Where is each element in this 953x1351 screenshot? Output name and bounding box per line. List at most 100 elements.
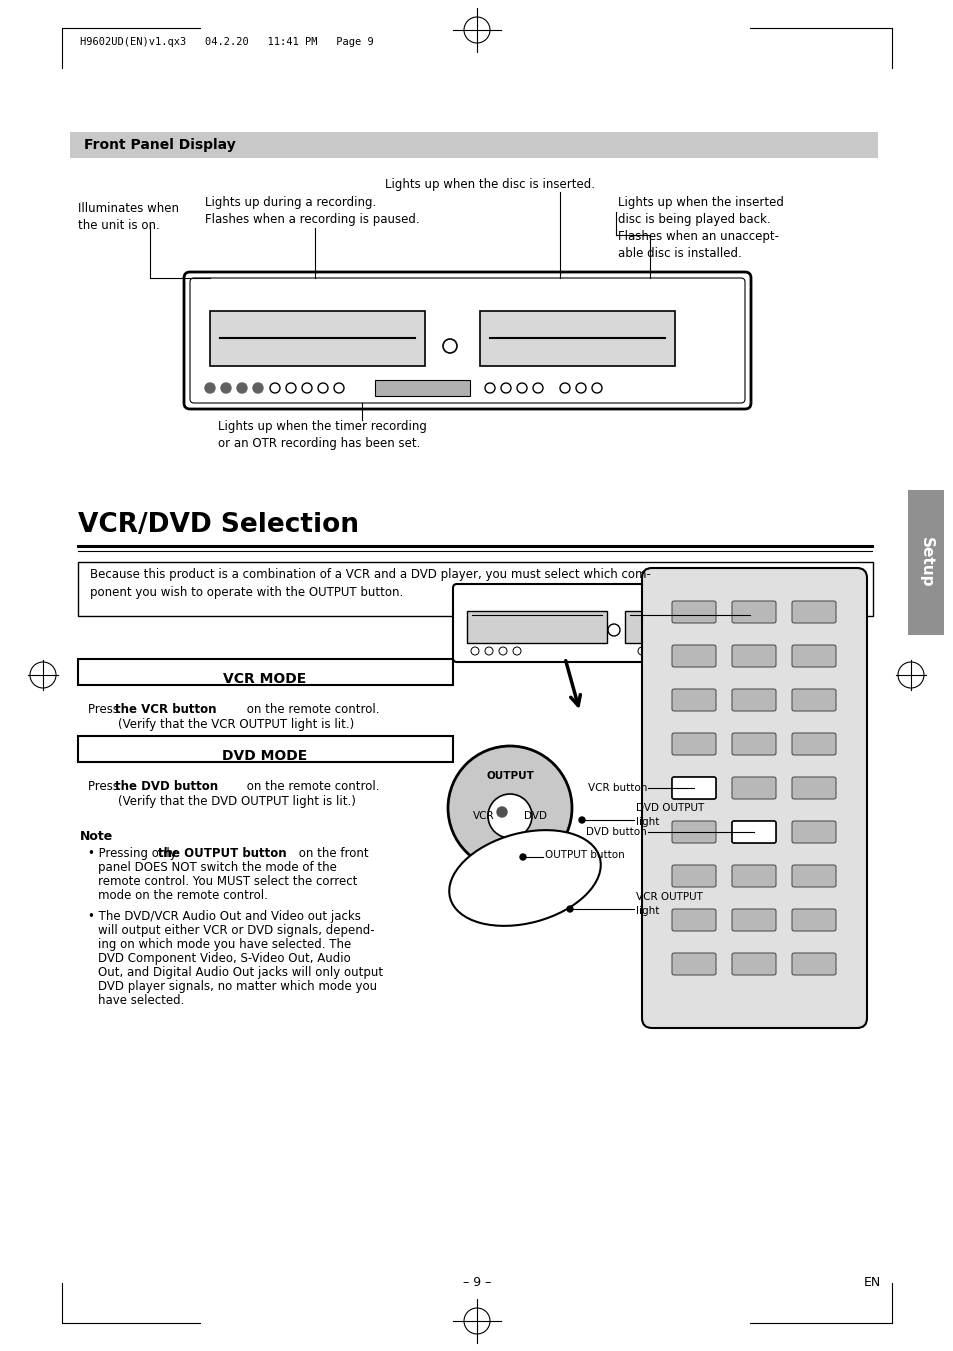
FancyBboxPatch shape: [671, 777, 716, 798]
Circle shape: [497, 807, 506, 817]
Bar: [907, 490, 943, 635]
Text: Setup: Setup: [918, 538, 933, 588]
Text: (Verify that the VCR OUTPUT light is lit.): (Verify that the VCR OUTPUT light is lit…: [118, 717, 354, 731]
FancyBboxPatch shape: [791, 777, 835, 798]
Text: • Pressing only: • Pressing only: [88, 847, 180, 861]
Text: VCR/DVD Selection: VCR/DVD Selection: [78, 512, 358, 538]
Text: OUTPUT button: OUTPUT button: [544, 850, 624, 861]
FancyBboxPatch shape: [791, 821, 835, 843]
FancyBboxPatch shape: [791, 689, 835, 711]
Bar: [210, 311, 424, 366]
Text: VCR button: VCR button: [587, 784, 646, 793]
Text: Out, and Digital Audio Out jacks will only output: Out, and Digital Audio Out jacks will on…: [98, 966, 383, 979]
FancyBboxPatch shape: [671, 865, 716, 888]
FancyBboxPatch shape: [731, 821, 775, 843]
FancyBboxPatch shape: [791, 644, 835, 667]
Bar: [479, 311, 675, 366]
FancyBboxPatch shape: [671, 734, 716, 755]
Text: on the remote control.: on the remote control.: [243, 703, 379, 716]
Text: DVD: DVD: [524, 811, 547, 821]
FancyBboxPatch shape: [641, 567, 866, 1028]
Ellipse shape: [449, 830, 600, 925]
Bar: [624, 611, 754, 643]
FancyBboxPatch shape: [731, 865, 775, 888]
Text: mode on the remote control.: mode on the remote control.: [98, 889, 268, 902]
Bar: [78, 562, 872, 616]
FancyBboxPatch shape: [791, 909, 835, 931]
Circle shape: [488, 794, 532, 838]
Bar: [375, 380, 470, 396]
FancyBboxPatch shape: [671, 601, 716, 623]
Text: the VCR button: the VCR button: [115, 703, 216, 716]
Text: Front Panel Display: Front Panel Display: [84, 138, 235, 153]
Circle shape: [221, 382, 231, 393]
Text: Press: Press: [88, 780, 123, 793]
FancyBboxPatch shape: [791, 865, 835, 888]
Bar: [467, 611, 606, 643]
Text: Press: Press: [88, 703, 123, 716]
FancyBboxPatch shape: [731, 734, 775, 755]
Text: light: light: [636, 907, 659, 916]
Text: have selected.: have selected.: [98, 994, 184, 1006]
FancyBboxPatch shape: [671, 644, 716, 667]
Text: the DVD button: the DVD button: [115, 780, 218, 793]
Text: • The DVD/VCR Audio Out and Video out jacks: • The DVD/VCR Audio Out and Video out ja…: [88, 911, 360, 923]
Text: Because this product is a combination of a VCR and a DVD player, you must select: Because this product is a combination of…: [90, 567, 650, 598]
Text: DVD Component Video, S-Video Out, Audio: DVD Component Video, S-Video Out, Audio: [98, 952, 351, 965]
FancyBboxPatch shape: [791, 734, 835, 755]
Circle shape: [519, 854, 525, 861]
Bar: [70, 132, 877, 158]
Text: on the front: on the front: [294, 847, 368, 861]
Text: on the remote control.: on the remote control.: [243, 780, 379, 793]
FancyBboxPatch shape: [671, 777, 716, 798]
FancyBboxPatch shape: [791, 952, 835, 975]
FancyBboxPatch shape: [731, 601, 775, 623]
Circle shape: [236, 382, 247, 393]
Text: remote control. You MUST select the correct: remote control. You MUST select the corr…: [98, 875, 357, 888]
Text: OUTPUT: OUTPUT: [485, 771, 534, 781]
FancyBboxPatch shape: [190, 278, 744, 403]
Text: VCR MODE: VCR MODE: [223, 671, 306, 686]
FancyBboxPatch shape: [184, 272, 750, 409]
Text: will output either VCR or DVD signals, depend-: will output either VCR or DVD signals, d…: [98, 924, 375, 938]
Text: DVD MODE: DVD MODE: [222, 748, 307, 763]
FancyBboxPatch shape: [453, 584, 770, 662]
Text: Lights up during a recording.
Flashes when a recording is paused.: Lights up during a recording. Flashes wh…: [205, 196, 419, 226]
Circle shape: [205, 382, 214, 393]
Text: the OUTPUT button: the OUTPUT button: [158, 847, 286, 861]
Text: VCR OUTPUT: VCR OUTPUT: [636, 892, 702, 902]
Text: Lights up when the timer recording
or an OTR recording has been set.: Lights up when the timer recording or an…: [218, 420, 426, 450]
Circle shape: [448, 746, 572, 870]
Text: – 9 –: – 9 –: [462, 1277, 491, 1289]
FancyBboxPatch shape: [671, 689, 716, 711]
Text: Lights up when the inserted
disc is being played back.
Flashes when an unaccept-: Lights up when the inserted disc is bein…: [618, 196, 783, 259]
Text: Lights up when the disc is inserted.: Lights up when the disc is inserted.: [385, 178, 595, 190]
Text: DVD button: DVD button: [586, 827, 646, 838]
FancyBboxPatch shape: [731, 777, 775, 798]
Text: Illuminates when
the unit is on.: Illuminates when the unit is on.: [78, 203, 179, 232]
FancyBboxPatch shape: [671, 952, 716, 975]
Text: Note: Note: [80, 830, 113, 843]
Bar: [78, 736, 453, 762]
Bar: [78, 659, 453, 685]
FancyBboxPatch shape: [731, 952, 775, 975]
Circle shape: [578, 817, 584, 823]
Text: DVD player signals, no matter which mode you: DVD player signals, no matter which mode…: [98, 979, 376, 993]
Circle shape: [566, 907, 573, 912]
Text: EN: EN: [862, 1277, 880, 1289]
Text: H9602UD(EN)v1.qx3   04.2.20   11:41 PM   Page 9: H9602UD(EN)v1.qx3 04.2.20 11:41 PM Page …: [80, 36, 374, 47]
FancyBboxPatch shape: [791, 601, 835, 623]
FancyBboxPatch shape: [731, 821, 775, 843]
FancyBboxPatch shape: [671, 821, 716, 843]
Text: light: light: [636, 817, 659, 827]
FancyBboxPatch shape: [731, 644, 775, 667]
Text: panel DOES NOT switch the mode of the: panel DOES NOT switch the mode of the: [98, 861, 336, 874]
FancyBboxPatch shape: [671, 909, 716, 931]
Circle shape: [253, 382, 263, 393]
Text: (Verify that the DVD OUTPUT light is lit.): (Verify that the DVD OUTPUT light is lit…: [118, 794, 355, 808]
FancyBboxPatch shape: [731, 689, 775, 711]
Text: ing on which mode you have selected. The: ing on which mode you have selected. The: [98, 938, 351, 951]
Text: VCR: VCR: [473, 811, 495, 821]
FancyBboxPatch shape: [731, 909, 775, 931]
Text: DVD OUTPUT: DVD OUTPUT: [636, 802, 703, 813]
